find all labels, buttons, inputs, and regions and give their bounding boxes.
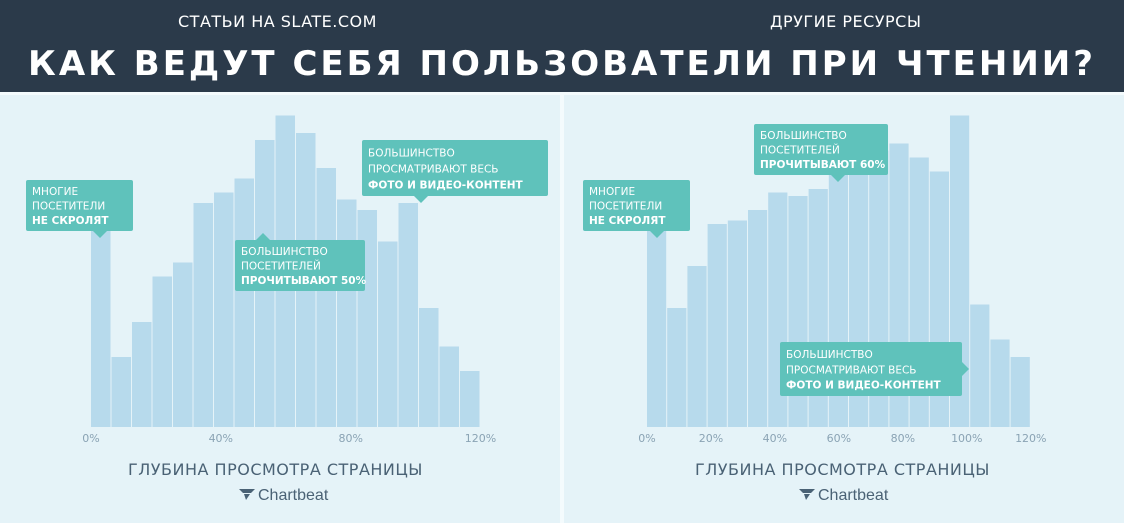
- panel-divider: [560, 95, 564, 523]
- chart1-bar: [132, 322, 152, 427]
- x-axis-label-left: ГЛУБИНА ПРОСМОТРА СТРАНИЦЫ: [128, 460, 423, 479]
- subtitle-right: ДРУГИЕ РЕСУРСЫ: [770, 12, 922, 31]
- chart2-tick-label: 40%: [763, 432, 787, 445]
- annotation-pointer: [650, 231, 664, 238]
- header-divider: [0, 92, 1124, 95]
- chart1-bar: [398, 203, 418, 427]
- chart1-bar: [193, 203, 213, 427]
- chart2-bar: [1010, 357, 1030, 427]
- chart1-bar: [214, 192, 234, 427]
- logo-text: Chartbeat: [818, 487, 889, 504]
- chart1-annotation-box: [362, 140, 548, 196]
- chart1-tick-label: 40%: [209, 432, 233, 445]
- chart2-bar: [707, 224, 727, 427]
- chart2-annotation-box: [583, 180, 690, 231]
- chart2-bar: [970, 304, 990, 427]
- chart2-tick-label: 100%: [951, 432, 982, 445]
- annotation-text: МНОГИЕ: [589, 186, 635, 198]
- chart2-bar: [687, 266, 707, 427]
- annotation-text: МНОГИЕ: [32, 186, 78, 198]
- annotation-text: ПОСЕТИТЕЛЕЙ: [760, 144, 840, 157]
- annotation-text: ПРОЧИТЫВАЮТ 60%: [760, 159, 886, 171]
- annotation-pointer: [414, 196, 428, 203]
- chart1-bar: [111, 357, 131, 427]
- annotation-pointer: [831, 175, 845, 182]
- annotation-text: ФОТО И ВИДЕО-КОНТЕНТ: [368, 180, 524, 192]
- annotation-text: БОЛЬШИНСТВО: [368, 148, 455, 160]
- annotation-text: ПОСЕТИТЕЛИ: [32, 201, 105, 213]
- chartbeat-logo-right: Chartbeat: [798, 487, 888, 505]
- chart2-bar: [990, 339, 1010, 427]
- annotation-text: ПРОЧИТЫВАЮТ 50%: [241, 275, 367, 287]
- header-bar: [0, 0, 1124, 92]
- annotation-text: БОЛЬШИНСТВО: [241, 246, 328, 258]
- chart1-bar: [460, 371, 480, 427]
- annotation-text: БОЛЬШИНСТВО: [786, 349, 873, 361]
- chart1-bar: [91, 220, 111, 427]
- chart1-bar: [419, 308, 439, 427]
- annotation-text: ПОСЕТИТЕЛЕЙ: [241, 260, 321, 273]
- chart1-annotation-box: [26, 180, 133, 231]
- annotation-text: НЕ СКРОЛЯТ: [32, 215, 109, 227]
- annotation-text: ПРОСМАТРИВАЮТ ВЕСЬ: [786, 364, 917, 376]
- annotation-text: БОЛЬШИНСТВО: [760, 130, 847, 142]
- chartbeat-logo-icon: [239, 489, 255, 500]
- chart2-bar: [667, 308, 687, 427]
- annotation-text: ФОТО И ВИДЕО-КОНТЕНТ: [786, 380, 942, 392]
- chart1-bar: [378, 241, 398, 427]
- chart2-tick-label: 20%: [699, 432, 723, 445]
- chart2-tick-label: 0%: [638, 432, 655, 445]
- chart1-bar: [337, 199, 357, 427]
- chart1-tick-label: 80%: [338, 432, 362, 445]
- annotation-pointer: [962, 362, 969, 376]
- chart1-annotation-box: [235, 240, 365, 291]
- chart1-tick-label: 120%: [465, 432, 496, 445]
- chart2-annotation-box: [780, 342, 962, 396]
- x-axis-label-right: ГЛУБИНА ПРОСМОТРА СТРАНИЦЫ: [695, 460, 990, 479]
- annotation-pointer: [93, 231, 107, 238]
- annotation-text: НЕ СКРОЛЯТ: [589, 215, 666, 227]
- chartbeat-logo-left: Chartbeat: [238, 487, 328, 505]
- chart1-bar: [173, 262, 193, 427]
- main-title: КАК ВЕДУТ СЕБЯ ПОЛЬЗОВАТЕЛИ ПРИ ЧТЕНИИ?: [28, 44, 1096, 84]
- chart2-tick-label: 80%: [891, 432, 915, 445]
- subtitle-left: СТАТЬИ НА SLATE.COM: [178, 12, 377, 31]
- annotation-pointer: [256, 233, 270, 240]
- annotation-text: ПРОСМАТРИВАЮТ ВЕСЬ: [368, 164, 499, 176]
- chart2-bar: [748, 210, 768, 427]
- annotation-text: ПОСЕТИТЕЛИ: [589, 201, 662, 213]
- chart1-bar: [316, 168, 336, 427]
- chartbeat-logo-icon: [799, 489, 815, 500]
- chart2-tick-label: 60%: [827, 432, 851, 445]
- chart2-annotation-box: [754, 124, 888, 175]
- chart1-bar: [152, 276, 172, 427]
- chart2-tick-label: 120%: [1015, 432, 1046, 445]
- chart2-bar: [727, 220, 747, 427]
- logo-text: Chartbeat: [258, 487, 329, 504]
- chart1-tick-label: 0%: [82, 432, 99, 445]
- chart1-bar: [439, 346, 459, 427]
- chart2-bar: [647, 220, 667, 427]
- chart1-bar: [234, 178, 254, 427]
